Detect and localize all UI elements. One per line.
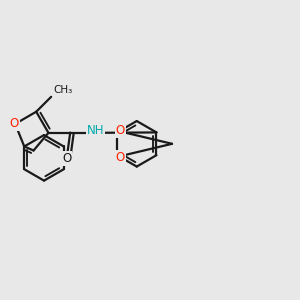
Text: NH: NH — [87, 124, 104, 137]
Text: O: O — [116, 151, 125, 164]
Text: O: O — [10, 117, 19, 130]
Text: O: O — [62, 152, 71, 165]
Text: O: O — [116, 124, 125, 137]
Text: CH₃: CH₃ — [53, 85, 72, 95]
